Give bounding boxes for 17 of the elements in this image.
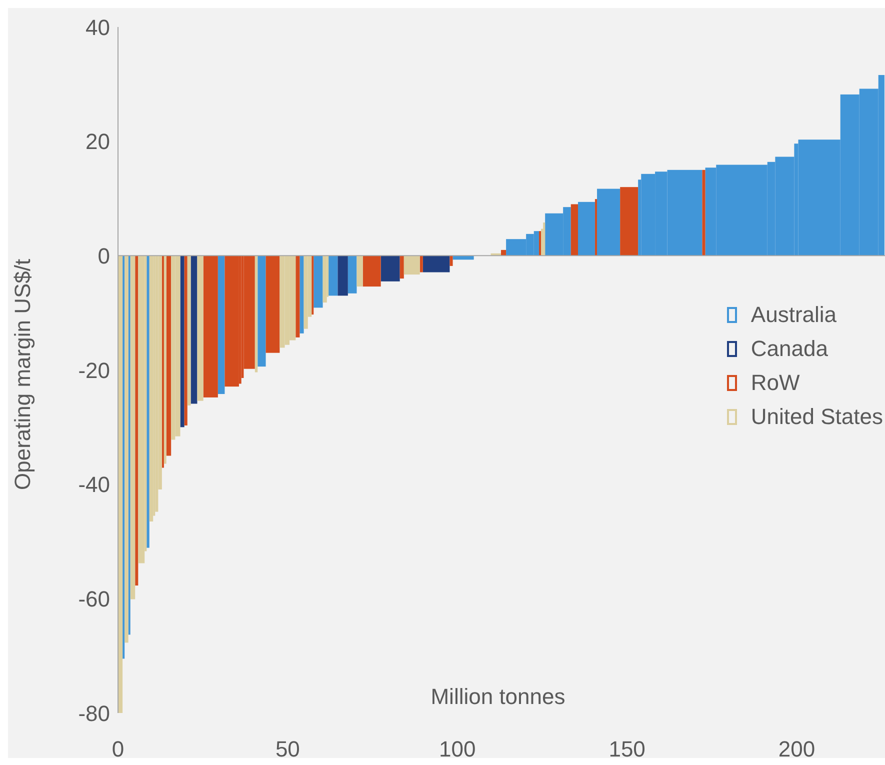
legend-label: Australia bbox=[750, 302, 837, 328]
x-tick-label: 100 bbox=[439, 736, 476, 762]
x-tick-label: 150 bbox=[608, 736, 646, 762]
legend-label: United States bbox=[750, 404, 883, 430]
y-tick-label: -40 bbox=[78, 472, 110, 498]
x-axis-title: Million tonnes bbox=[430, 684, 566, 710]
y-tick-label: -60 bbox=[78, 586, 110, 612]
legend-label: Canada bbox=[750, 336, 828, 362]
x-tick-label: 200 bbox=[778, 736, 816, 762]
y-tick-label: -20 bbox=[78, 358, 110, 383]
y-tick-label: 40 bbox=[86, 14, 110, 40]
legend-label: RoW bbox=[750, 370, 800, 396]
y-tick-label: 20 bbox=[86, 129, 110, 154]
x-tick-label: 50 bbox=[275, 736, 300, 762]
y-axis-title: Operating margin US$/t bbox=[10, 258, 35, 490]
y-tick-label: -80 bbox=[78, 700, 110, 726]
y-tick-label: 0 bbox=[98, 243, 110, 268]
